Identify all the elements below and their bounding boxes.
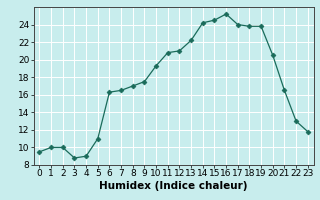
X-axis label: Humidex (Indice chaleur): Humidex (Indice chaleur) — [99, 181, 248, 191]
